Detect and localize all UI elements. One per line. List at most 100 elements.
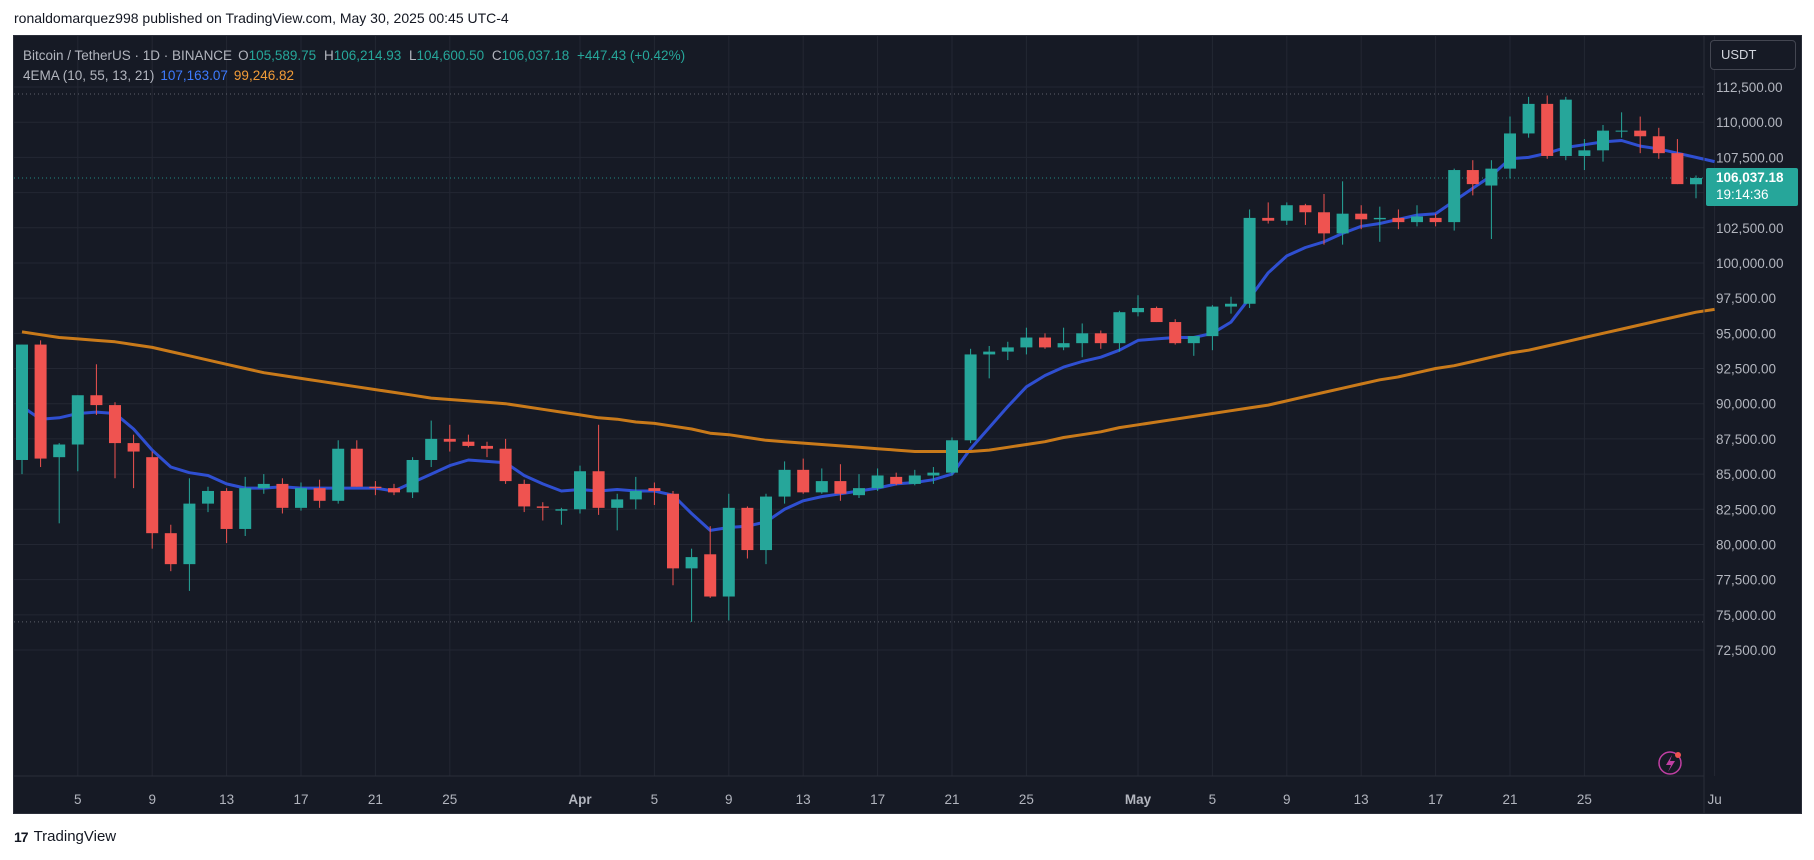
countdown-label: 19:14:36 [1716, 187, 1769, 202]
candle-body [983, 351, 996, 355]
low-value: 104,600.50 [416, 48, 485, 63]
candle-body [443, 438, 456, 442]
last-price-label: 106,037.18 [1716, 170, 1784, 185]
candle-body [1671, 153, 1684, 185]
open-value: 105,589.75 [248, 48, 317, 63]
x-tick-label: 9 [725, 792, 733, 807]
candle-body [760, 496, 772, 551]
candle-body [908, 475, 921, 484]
candle-body [555, 509, 568, 511]
ema-slow-value: 99,246.82 [233, 68, 294, 83]
y-tick-label: 80,000.00 [1716, 537, 1776, 552]
candle-body [1578, 150, 1591, 156]
candle-body [146, 457, 159, 534]
candle-body [332, 448, 345, 501]
candle-body [90, 395, 103, 406]
indicator-label[interactable]: 4EMA (10, 55, 13, 21) [23, 68, 155, 83]
candle-body [1169, 322, 1182, 344]
brand-name: TradingView [33, 828, 117, 845]
candle-body [481, 445, 493, 449]
candle-body [239, 488, 252, 529]
candle-body [1001, 347, 1014, 352]
candle-body [388, 488, 400, 493]
candle-body [1392, 217, 1405, 223]
candle-body [183, 503, 196, 565]
tradingview-logo-icon: 17 [14, 828, 29, 845]
ema-slow-line [21, 307, 1715, 453]
x-tick-label: 21 [368, 792, 383, 807]
candle-body [164, 533, 177, 565]
ema-fast-line [21, 139, 1715, 532]
symbol-label[interactable]: Bitcoin / TetherUS · 1D · BINANCE [23, 48, 233, 63]
candle-body [276, 483, 289, 508]
candle-body [629, 490, 642, 500]
candle-body [202, 490, 214, 504]
candle-body [220, 490, 233, 529]
x-tick-label: May [1125, 792, 1152, 807]
candle-body [1690, 177, 1702, 185]
y-tick-label: 92,500.00 [1716, 362, 1776, 377]
candle-body [1597, 130, 1609, 151]
candle-body [667, 493, 679, 569]
x-tick-label: 25 [1577, 792, 1592, 807]
candle-body [1411, 216, 1423, 223]
candle-body [1187, 336, 1200, 344]
candle-body [369, 486, 382, 489]
y-tick-label: 82,500.00 [1716, 502, 1776, 517]
candle-body [1150, 307, 1163, 323]
candle-body [406, 459, 419, 493]
notification-dot-icon [1675, 752, 1681, 758]
candle-body [1466, 170, 1479, 185]
x-tick-label: 9 [148, 792, 156, 807]
x-tick-label: 5 [651, 792, 659, 807]
y-tick-label: 87,500.00 [1716, 432, 1776, 447]
candle-body [499, 448, 512, 482]
candle-body [109, 405, 121, 444]
candle-body [797, 469, 810, 493]
candle-body [574, 471, 586, 510]
candle-body [71, 395, 84, 445]
candle-body [1373, 217, 1386, 220]
candle-body [592, 471, 605, 508]
y-tick-label: 72,500.00 [1716, 643, 1776, 658]
candle-body [1057, 343, 1070, 348]
candle-body [1076, 333, 1089, 344]
high-value: 106,214.93 [333, 48, 402, 63]
y-tick-label: 77,500.00 [1716, 573, 1776, 588]
open-key: O [238, 48, 249, 63]
x-tick-label: Ju [1707, 792, 1721, 807]
candle-body [1299, 205, 1312, 213]
y-tick-label: 102,500.00 [1716, 221, 1784, 236]
candle-body [1504, 133, 1516, 169]
candle-body [815, 481, 828, 493]
candle-body [53, 444, 66, 458]
candle-body [1132, 307, 1144, 313]
chart-panel[interactable]: 72,500.00 75,000.00 77,500.00 80,000.00 82,5… [13, 35, 1802, 814]
candle-body [648, 488, 661, 491]
x-tick-label: 17 [293, 792, 308, 807]
lightning-bolt-icon [1666, 755, 1675, 772]
x-tick-label: 13 [1354, 792, 1369, 807]
candle-body [1448, 170, 1461, 223]
candle-body [518, 483, 531, 507]
publisher-line: ronaldomarquez998 published on TradingVi… [14, 10, 509, 26]
candle-body [964, 354, 977, 441]
candle-body [1262, 217, 1275, 221]
x-tick-label: 25 [1019, 792, 1034, 807]
y-tick-label: 90,000.00 [1716, 397, 1776, 412]
candle-body [1280, 205, 1293, 221]
candlestick-chart[interactable]: 72,500.00 75,000.00 77,500.00 80,000.00 82,5… [14, 36, 1801, 813]
candle-body [853, 488, 865, 496]
x-tick-label: 17 [870, 792, 885, 807]
candle-body [1113, 312, 1126, 344]
candle-body [741, 507, 754, 551]
currency-selector-button[interactable]: USDT [1710, 40, 1796, 70]
y-tick-label: 112,500.00 [1716, 80, 1783, 95]
y-tick-label: 95,000.00 [1716, 326, 1776, 341]
chart-legend: Bitcoin / TetherUS · 1D · BINANCE O105,5… [23, 46, 685, 86]
y-tick-label: 85,000.00 [1716, 467, 1776, 482]
candle-body [1039, 337, 1051, 348]
x-tick-label: 25 [442, 792, 457, 807]
x-tick-label: 13 [219, 792, 234, 807]
x-tick-label: 17 [1428, 792, 1443, 807]
